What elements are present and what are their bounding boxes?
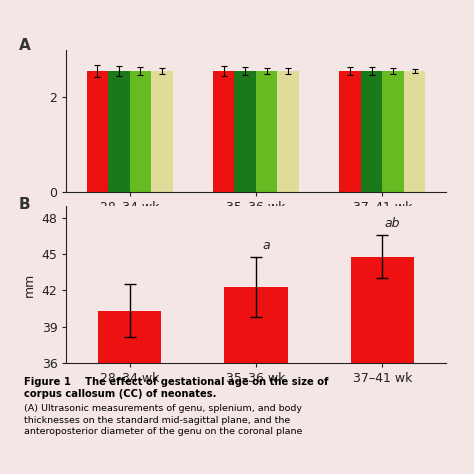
Bar [151, 71, 173, 192]
Bar [256, 71, 277, 192]
Text: a: a [262, 239, 270, 252]
Bar [224, 287, 288, 363]
Bar [404, 71, 425, 192]
Y-axis label: mm: mm [23, 272, 36, 297]
Text: anteroposterior diameter of the genu on the coronal plane: anteroposterior diameter of the genu on … [24, 427, 302, 436]
Text: B: B [19, 197, 31, 211]
Text: thicknesses on the standard mid-sagittal plane, and the: thicknesses on the standard mid-sagittal… [24, 416, 290, 425]
Text: Figure 1    The effect of gestational age on the size of: Figure 1 The effect of gestational age o… [24, 377, 328, 387]
Bar [339, 71, 361, 192]
Bar [213, 71, 235, 192]
Bar [87, 71, 108, 192]
Bar [108, 71, 129, 192]
Bar [277, 71, 299, 192]
Text: ab: ab [385, 217, 400, 230]
Bar [383, 71, 404, 192]
Text: (A) Ultrasonic measurements of genu, splenium, and body: (A) Ultrasonic measurements of genu, spl… [24, 404, 301, 413]
Bar [235, 71, 256, 192]
Text: corpus callosum (CC) of neonates.: corpus callosum (CC) of neonates. [24, 389, 216, 399]
Bar [361, 71, 383, 192]
Bar [351, 257, 414, 363]
Bar [129, 71, 151, 192]
Bar [98, 311, 161, 363]
Text: A: A [19, 38, 31, 53]
